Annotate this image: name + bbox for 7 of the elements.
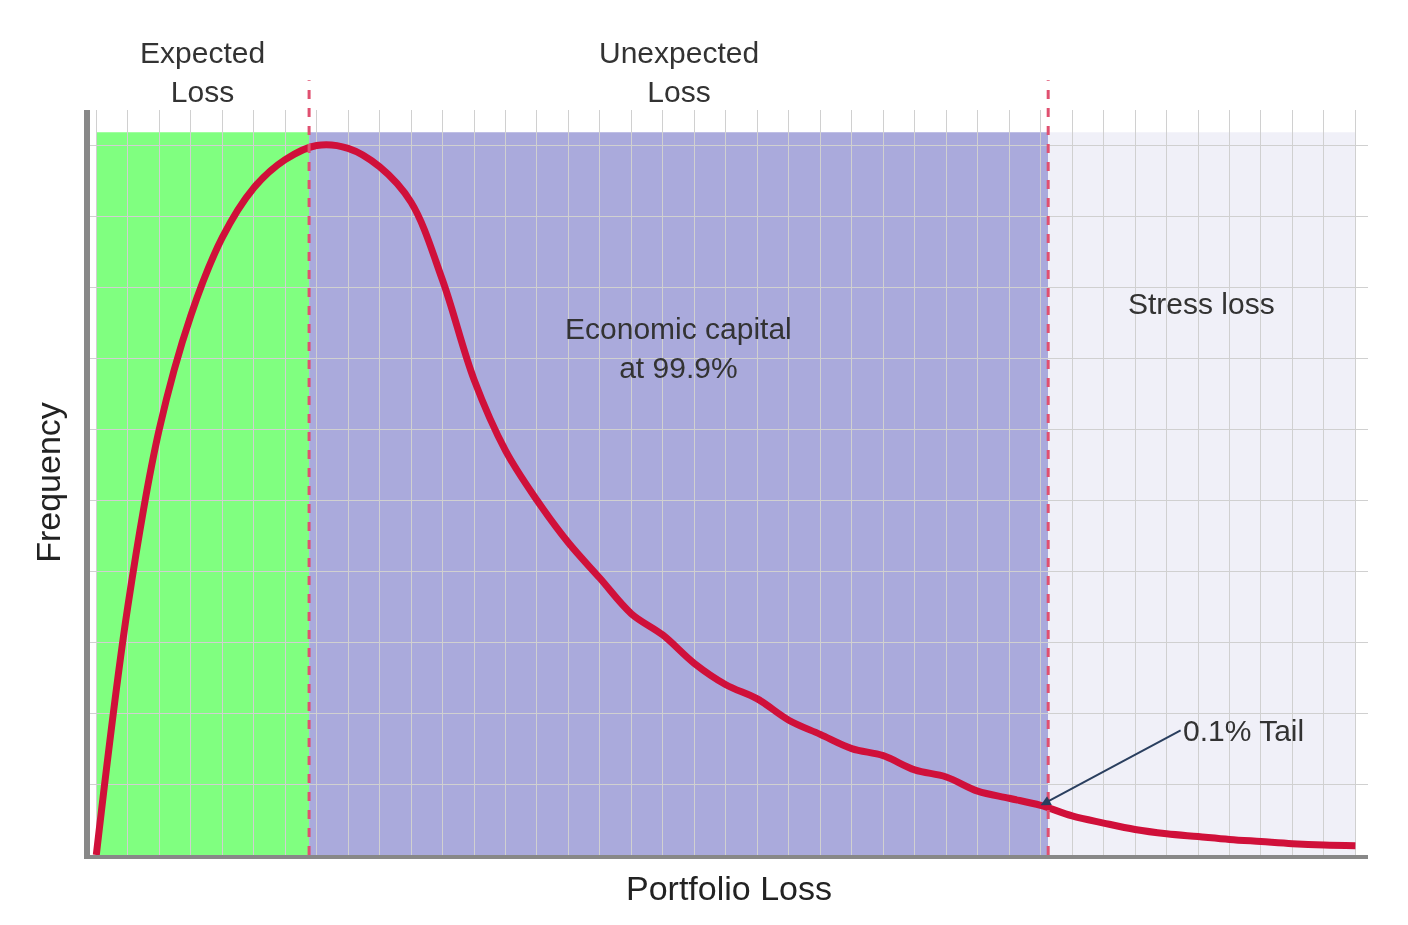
annotation: 0.1% Tail	[1183, 714, 1305, 747]
annotation: Stress loss	[1128, 287, 1275, 320]
text: Unexpected Loss	[599, 36, 760, 108]
y-axis-title: Frequency	[29, 402, 68, 563]
x-axis-title: Portfolio Loss	[626, 868, 832, 907]
text: Expected Loss	[140, 36, 266, 108]
annotation: Economic capital at 99.9%	[565, 312, 792, 384]
